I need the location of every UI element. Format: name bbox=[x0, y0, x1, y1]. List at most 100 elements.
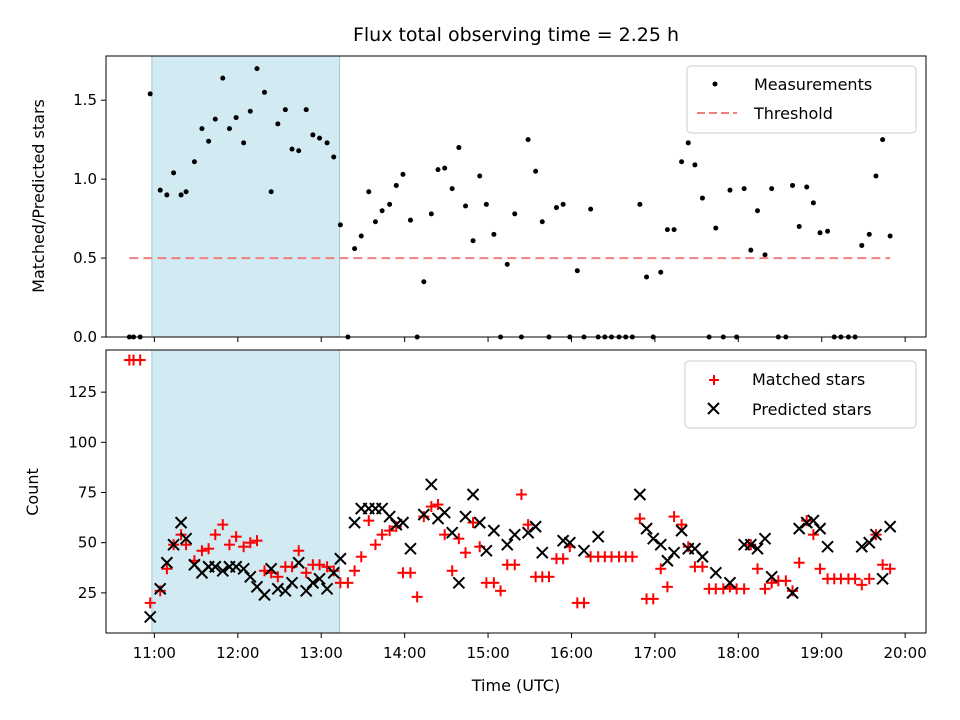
predicted-star-point bbox=[174, 516, 188, 529]
bottom-x-tick-label: 20:00 bbox=[884, 644, 927, 662]
bottom-x-tick-label: 15:00 bbox=[466, 644, 509, 662]
top-y-tick-label: 0.5 bbox=[73, 249, 97, 267]
bottom-legend: Matched stars Predicted stars bbox=[684, 360, 917, 429]
bottom-x-tick-label: 12:00 bbox=[216, 644, 259, 662]
measurement-point bbox=[310, 132, 316, 138]
matched-star-point bbox=[751, 563, 763, 575]
matched-star-point bbox=[203, 543, 215, 555]
matched-star-point bbox=[856, 579, 868, 591]
bottom-x-tick-label: 11:00 bbox=[133, 644, 176, 662]
measurement-point bbox=[317, 135, 323, 141]
measurement-point bbox=[220, 75, 226, 81]
matched-star-point bbox=[814, 563, 826, 575]
matched-star-point bbox=[717, 583, 729, 595]
top-y-tick-label: 1.5 bbox=[73, 91, 97, 109]
measurement-point bbox=[372, 219, 378, 225]
predicted-star-point bbox=[466, 488, 480, 501]
top-legend-box bbox=[686, 65, 917, 134]
matched-star-point bbox=[209, 529, 221, 541]
matched-star-point bbox=[460, 547, 472, 559]
measurement-point bbox=[658, 269, 664, 275]
predicted-star-point bbox=[654, 538, 667, 551]
measurement-point bbox=[533, 168, 539, 174]
matched-star-point bbox=[495, 585, 507, 597]
predicted-star-point bbox=[271, 582, 285, 596]
measurement-point bbox=[588, 206, 594, 212]
measurement-point bbox=[183, 189, 189, 195]
chart-title: Flux total observing time = 2.25 h bbox=[353, 24, 679, 46]
measurement-point bbox=[241, 140, 247, 146]
predicted-star-point bbox=[765, 570, 778, 584]
predicted-star-point bbox=[404, 542, 417, 555]
matched-star-point bbox=[467, 517, 479, 529]
predicted-star-point bbox=[647, 532, 660, 545]
measurement-point bbox=[296, 148, 302, 154]
predicted-star-point bbox=[417, 508, 431, 521]
top-highlight-span bbox=[151, 55, 341, 338]
predicted-star-point bbox=[258, 588, 271, 602]
measurement-point bbox=[247, 108, 253, 114]
matched-star-point bbox=[384, 525, 396, 537]
measurement-point bbox=[817, 230, 823, 236]
measurement-point bbox=[421, 279, 427, 285]
predicted-star-point bbox=[179, 532, 193, 545]
matched-star-point bbox=[161, 563, 173, 575]
matched-star-point bbox=[801, 515, 813, 527]
top-y-tick-label: 1.0 bbox=[73, 170, 97, 188]
predicted-star-point bbox=[229, 560, 243, 573]
predicted-star-point bbox=[209, 560, 222, 573]
top-panel: 0.0 0.5 1.0 1.5 bbox=[73, 55, 927, 346]
matched-star-point bbox=[780, 575, 792, 587]
matched-star-point bbox=[272, 571, 284, 583]
measurement-point bbox=[560, 201, 566, 207]
measurement-point bbox=[275, 121, 281, 127]
top-y-axis-label: Matched/Predicted stars bbox=[29, 99, 48, 293]
predicted-star-point bbox=[425, 478, 438, 491]
measurement-point bbox=[887, 233, 893, 239]
matched-star-point bbox=[543, 571, 555, 583]
predicted-star-point bbox=[786, 586, 799, 600]
matched-star-point bbox=[411, 591, 423, 603]
measurement-point bbox=[713, 225, 719, 231]
predicted-star-point bbox=[751, 542, 764, 555]
measurement-point bbox=[685, 140, 691, 146]
matched-star-point bbox=[425, 501, 437, 513]
measurement-point bbox=[748, 247, 754, 253]
bottom-panel: 25 50 75 100 125 11:00 12:00 13:00 14:00 15:00 16:… bbox=[68, 349, 927, 662]
predicted-star-point bbox=[320, 582, 334, 596]
measurement-point bbox=[477, 173, 483, 179]
matched-star-point bbox=[626, 551, 638, 563]
top-legend: Measurements Threshold bbox=[686, 65, 917, 134]
measurement-point bbox=[790, 182, 796, 188]
matched-star-point bbox=[522, 519, 534, 531]
matched-star-point bbox=[349, 565, 361, 577]
measurement-point bbox=[442, 165, 448, 171]
measurement-point bbox=[435, 167, 441, 173]
matched-star-point bbox=[144, 597, 156, 609]
measurement-point bbox=[463, 203, 469, 209]
measurement-point bbox=[171, 170, 177, 176]
predicted-star-point bbox=[675, 524, 688, 537]
predicted-star-point bbox=[459, 510, 472, 523]
measurement-point bbox=[358, 233, 364, 239]
measurement-point bbox=[212, 116, 218, 122]
measurement-point bbox=[699, 195, 705, 201]
matched-star-point bbox=[661, 581, 673, 593]
measurement-point bbox=[880, 137, 886, 143]
matched-star-point bbox=[647, 593, 659, 605]
legend-predicted-marker bbox=[707, 402, 720, 415]
bottom-y-tick-label: 125 bbox=[68, 383, 97, 401]
matched-star-point bbox=[877, 559, 889, 571]
bottom-y-tick-label: 50 bbox=[78, 534, 97, 552]
measurement-point bbox=[387, 201, 393, 207]
predicted-star-point bbox=[473, 516, 486, 529]
legend-matched-marker bbox=[709, 375, 719, 385]
bottom-axes-frame bbox=[105, 349, 927, 634]
matched-star-point bbox=[787, 585, 799, 597]
matched-star-point bbox=[557, 553, 569, 565]
matched-star-point bbox=[154, 585, 166, 597]
matched-star-point bbox=[300, 567, 312, 579]
measurement-point bbox=[147, 91, 153, 97]
measurement-point bbox=[352, 246, 358, 252]
measurement-point bbox=[679, 159, 685, 165]
